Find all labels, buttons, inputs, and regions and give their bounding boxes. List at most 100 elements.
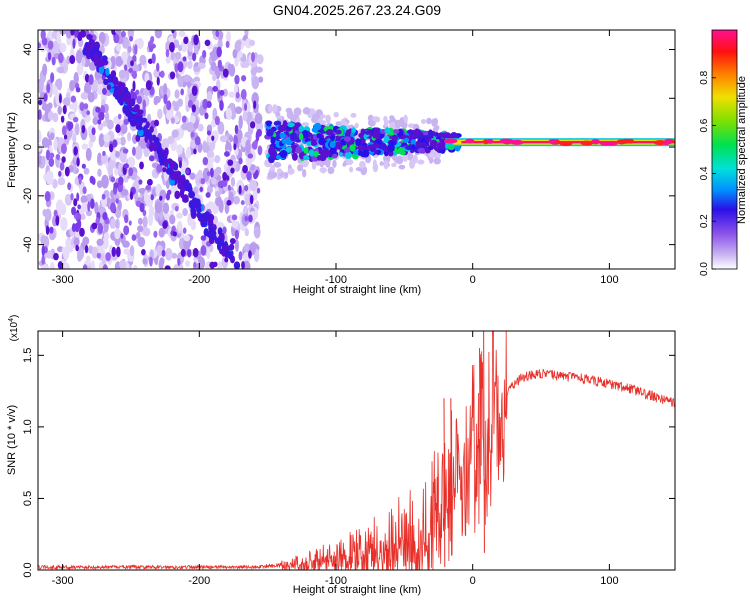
diagonal-track-blob: [131, 107, 139, 113]
noise-speck: [82, 186, 87, 195]
x-tick-label: 100: [600, 274, 618, 286]
noise-speck: [244, 185, 249, 192]
noise-speck: [244, 215, 249, 222]
main-track-blob: [410, 139, 416, 146]
noise-speck: [229, 237, 236, 245]
noise-speck: [73, 198, 78, 207]
noise-speck: [55, 215, 60, 226]
main-track-fringe: [403, 114, 408, 124]
main-track-blob: [397, 146, 405, 153]
main-track-blob: [437, 132, 445, 138]
noise-speck: [132, 55, 137, 62]
noise-blob: [190, 139, 197, 149]
noise-speck: [120, 30, 126, 38]
noise-blob: [138, 136, 146, 150]
noise-blob: [76, 62, 84, 76]
diagonal-track-blob: [162, 167, 167, 173]
noise-blob: [206, 185, 213, 194]
main-track-blob: [269, 145, 275, 154]
colorbar-gradient: [711, 29, 738, 270]
noise-blob: [69, 79, 76, 92]
main-track-blob: [281, 138, 288, 144]
noise-speck: [129, 190, 134, 200]
noise-blob: [57, 105, 63, 115]
noise-blob: [156, 244, 164, 257]
main-track-blob: [291, 152, 298, 161]
main-track-fringe: [372, 116, 380, 122]
noise-speck: [238, 157, 243, 165]
noise-blob: [206, 91, 213, 102]
noise-speck: [156, 76, 160, 86]
main-track-fringe: [320, 114, 326, 119]
noise-blob: [210, 53, 217, 62]
noise-speck: [193, 261, 197, 268]
main-track-fringe: [283, 171, 289, 178]
noise-speck: [222, 226, 227, 235]
noise-blob: [177, 44, 183, 52]
noise-speck: [166, 100, 172, 111]
noise-blob: [218, 199, 224, 214]
noise-speck: [136, 95, 143, 105]
noise-blob: [215, 166, 222, 175]
diagonal-track-blob: [90, 39, 96, 47]
noise-blob: [90, 260, 95, 269]
noise-blob: [228, 91, 236, 98]
diagonal-track-blob: [195, 201, 202, 211]
main-track-fringe: [420, 118, 427, 124]
noise-speck: [211, 135, 215, 141]
noise-blob: [231, 220, 239, 229]
diagonal-track-blob: [122, 92, 127, 102]
x-tick-label: 0: [470, 274, 476, 286]
noise-blob: [217, 261, 223, 269]
noise-blob: [176, 52, 181, 60]
diagonal-track-blob: [224, 257, 229, 263]
noise-speck: [227, 184, 231, 191]
main-track-fringe: [267, 171, 276, 179]
noise-speck: [97, 222, 104, 234]
noise-speck: [102, 264, 108, 269]
noise-speck: [78, 176, 82, 185]
noise-speck: [115, 246, 121, 258]
main-track-fringe: [275, 111, 281, 117]
main-track-blob: [393, 129, 400, 134]
noise-blob: [127, 45, 132, 53]
noise-speck: [48, 157, 55, 167]
diagonal-track-blob: [130, 119, 137, 127]
noise-speck: [235, 91, 240, 99]
noise-blob: [120, 188, 129, 196]
noise-blob: [96, 84, 104, 95]
x-tick-label: -300: [52, 575, 74, 587]
main-track-blob: [303, 147, 309, 154]
noise-speck: [83, 103, 89, 110]
noise-speck: [187, 99, 193, 108]
noise-speck: [172, 231, 177, 237]
noise-speck: [60, 115, 65, 123]
noise-speck: [75, 244, 79, 252]
diagonal-track-blob: [97, 52, 103, 59]
noise-speck: [156, 62, 160, 72]
noise-speck: [174, 190, 181, 200]
diagonal-track-blob: [217, 227, 223, 236]
noise-speck: [82, 264, 88, 269]
noise-speck: [111, 30, 116, 35]
noise-speck: [57, 52, 64, 64]
main-track-blob: [290, 145, 297, 154]
noise-speck: [61, 125, 67, 136]
diagonal-track-blob: [127, 104, 133, 111]
noise-blob: [93, 78, 98, 91]
noise-speck: [147, 58, 153, 64]
main-track-blob: [429, 139, 438, 148]
noise-speck: [112, 139, 118, 148]
noise-blob: [171, 252, 178, 259]
main-track-blob: [360, 128, 366, 136]
noise-blob: [65, 238, 72, 248]
main-track-blob: [391, 134, 399, 142]
noise-blob: [190, 220, 197, 231]
noise-blob: [219, 135, 228, 143]
noise-blob: [47, 110, 54, 121]
main-track-blob: [318, 137, 326, 145]
noise-speck: [38, 109, 42, 120]
main-track-blob: [357, 145, 365, 151]
noise-blob: [110, 218, 117, 229]
